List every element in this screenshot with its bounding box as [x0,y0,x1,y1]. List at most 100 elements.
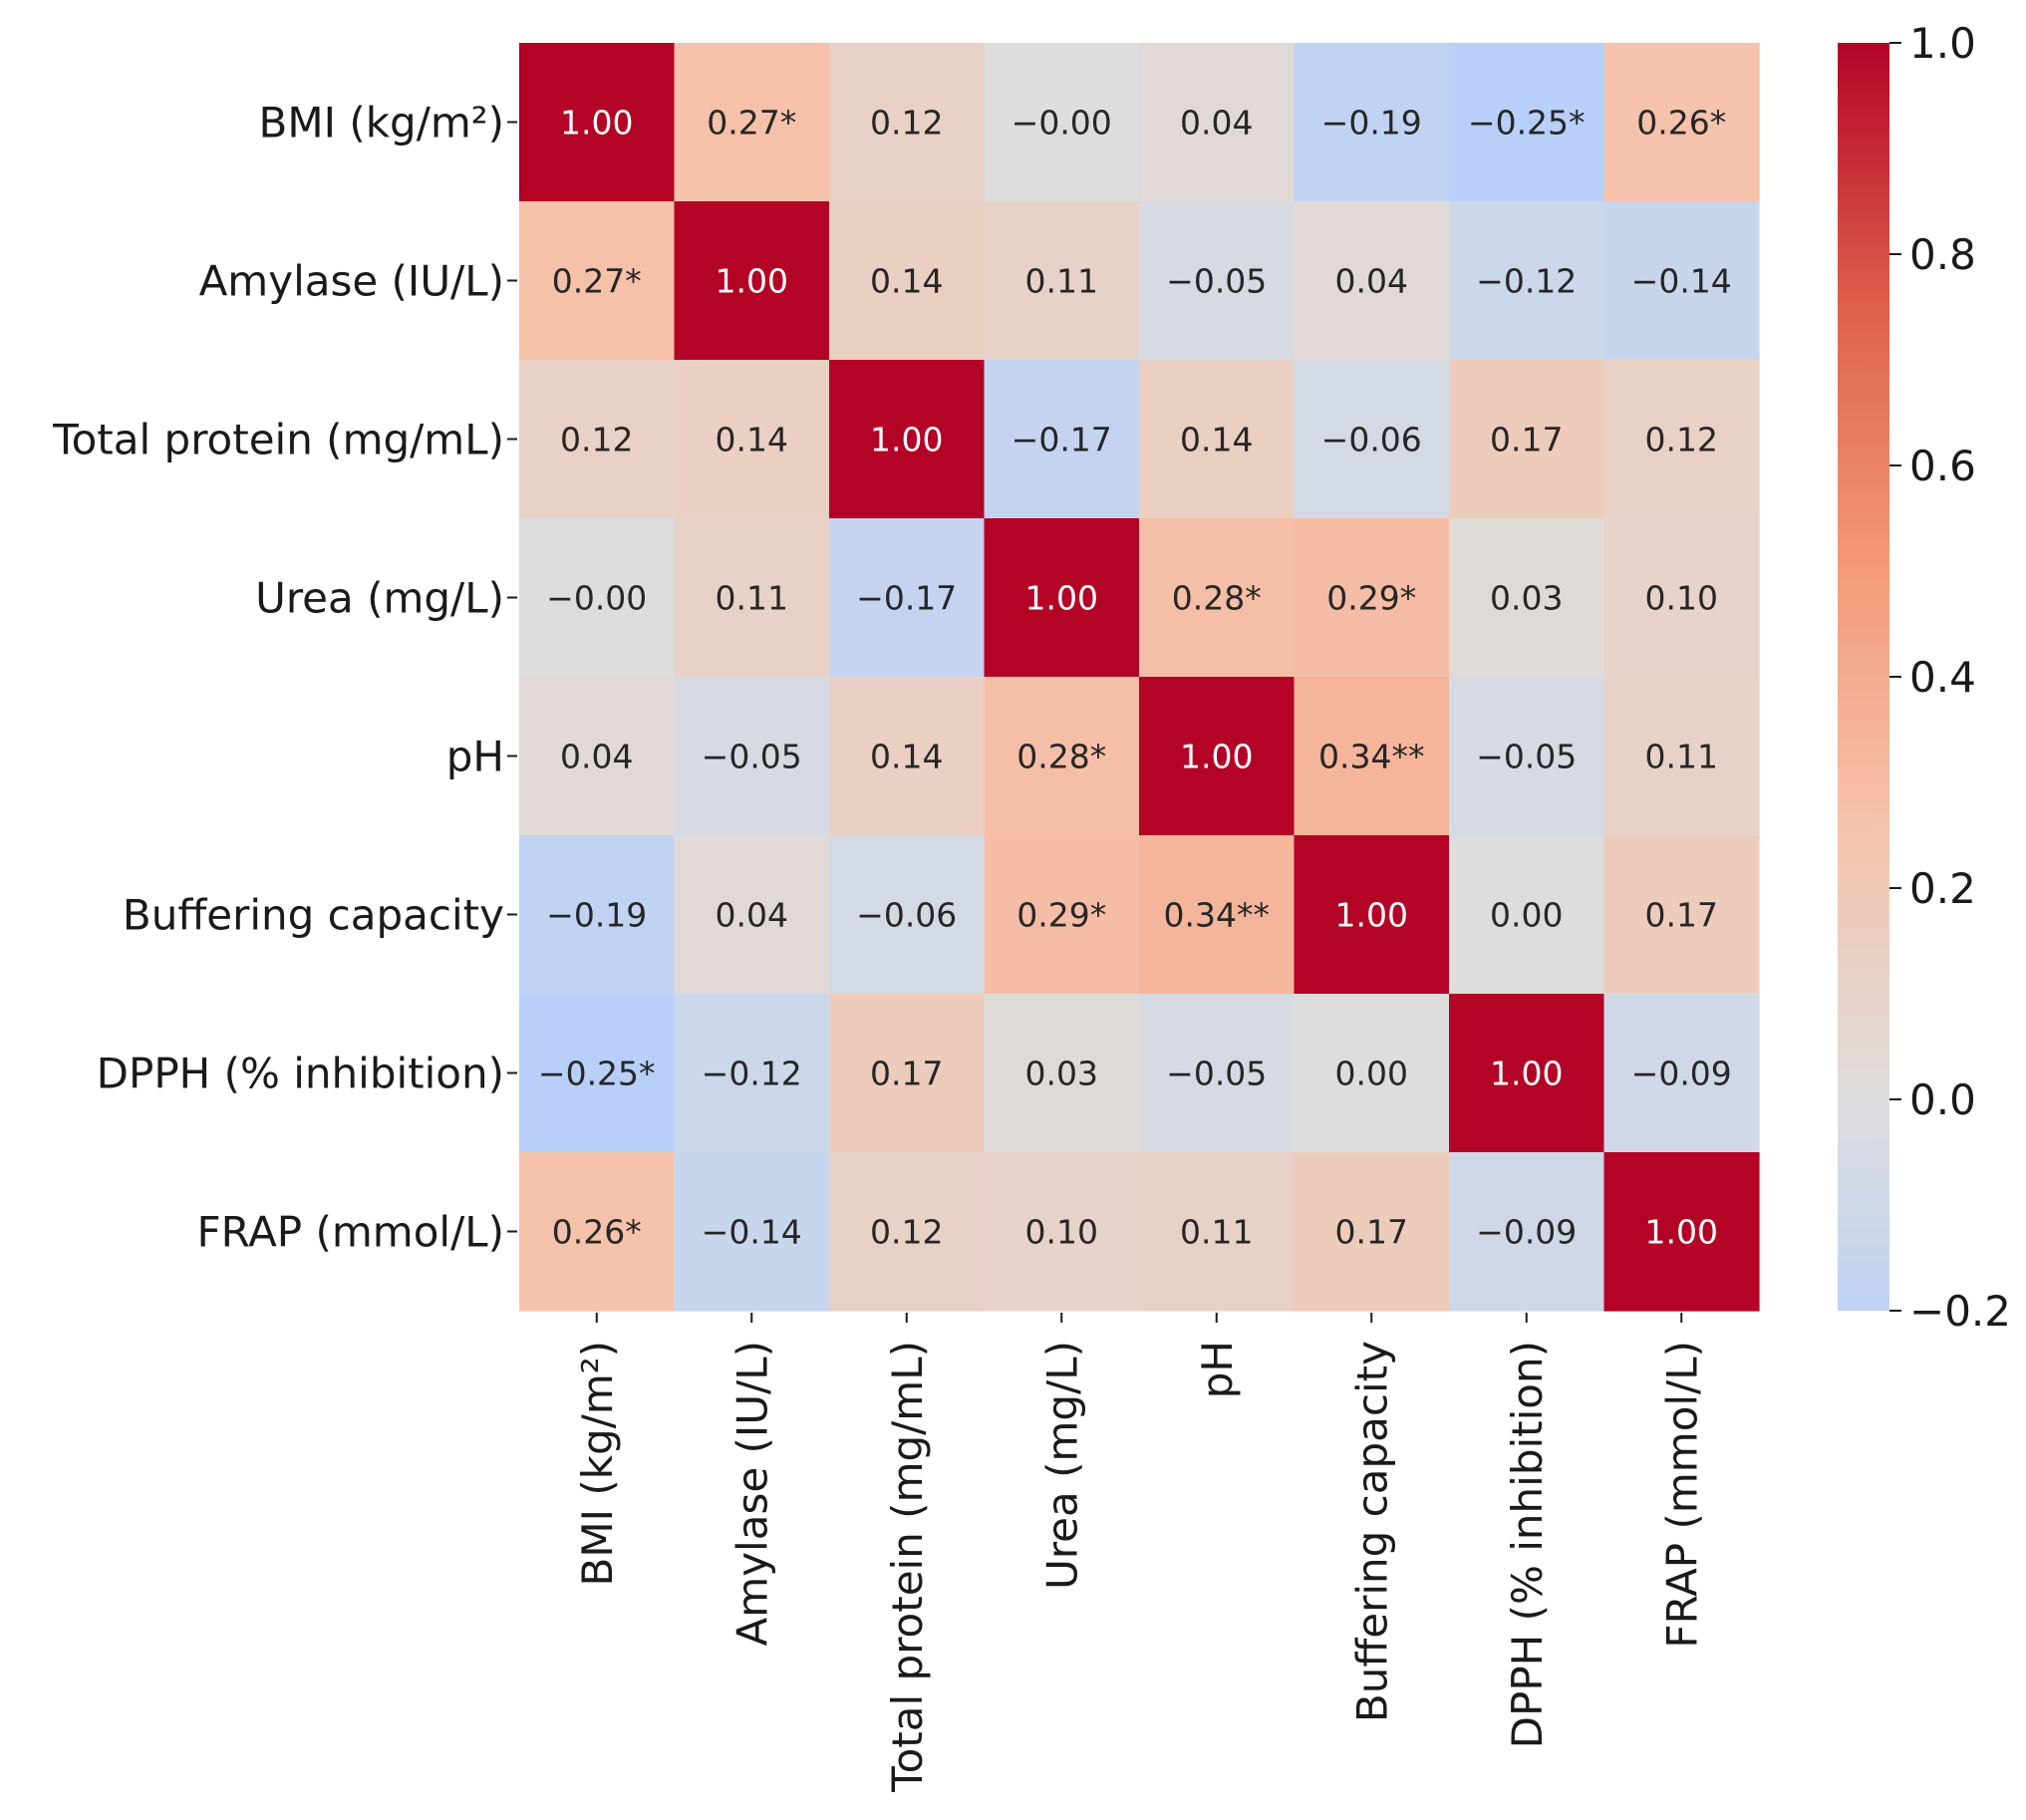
heatmap-cell [1449,835,1605,995]
cell-annotation: 0.34** [1318,737,1424,775]
cell-annotation: −0.19 [546,895,647,934]
heatmap-cell [1294,1152,1450,1312]
cell-annotation: −0.00 [1012,103,1112,142]
column-label: pH [1193,1341,1242,1398]
heatmap-cell [1139,518,1296,678]
row-label: pH [446,733,504,781]
heatmap-cell [674,518,830,678]
heatmap-cell [1603,518,1760,678]
row-label: Total protein (mg/mL) [52,416,504,464]
heatmap-cell [1294,518,1450,678]
heatmap-cell [519,201,676,361]
heatmap-cell [674,677,830,836]
cell-annotation: −0.19 [1321,103,1422,142]
column-label: Total protein (mg/mL) [883,1341,932,1793]
heatmap-cell [829,518,986,678]
heatmap-cell [984,994,1140,1153]
heatmap-cell [1139,835,1296,995]
cell-annotation: −0.25* [538,1054,656,1092]
row-label: Buffering capacity [123,891,504,940]
colorbar-tick-label: 1.0 [1909,19,1976,68]
heatmap-cell [1139,201,1296,361]
cell-annotation: 0.27* [707,103,796,142]
cell-annotation: 0.11 [716,578,788,617]
cell-annotation: 0.03 [1025,1054,1098,1092]
heatmap-cell [1294,677,1450,836]
heatmap-cell [1449,677,1605,836]
colorbar-bar [1838,43,1889,1311]
heatmap-cell [674,835,830,995]
heatmap-cell [1294,43,1450,202]
heatmap-cell [1603,677,1760,836]
colorbar-tick-label: −0.2 [1909,1287,2011,1336]
heatmap-cell [1449,43,1605,202]
heatmap-cell [1603,1152,1760,1312]
cell-annotation: −0.05 [1476,737,1577,775]
colorbar-tick-label: 0.0 [1909,1075,1976,1124]
cell-annotation: 0.12 [870,1212,943,1251]
heatmap-cell [829,677,986,836]
heatmap-cell [1294,994,1450,1153]
column-label: BMI (kg/m²) [573,1341,622,1586]
row-label: BMI (kg/m²) [259,99,504,148]
cell-annotation: 0.03 [1490,578,1563,617]
cell-annotation: 0.11 [1025,261,1098,300]
heatmap-cell [519,994,676,1153]
heatmap-cell [674,360,830,519]
heatmap-cell [519,1152,676,1312]
cell-annotations: 1.00 0.27* 0.12 −0.00 0.04 −0.19 −0.25* 0.26* 0.… [538,103,1732,1251]
cell-annotation: 0.29* [1016,895,1106,934]
cell-annotation: 0.27* [552,261,642,300]
cell-annotation: 1.00 [1335,895,1408,934]
cell-annotation: 0.34** [1164,895,1270,934]
colorbar-tick-label: 0.4 [1909,653,1976,702]
cell-annotation: 0.14 [870,737,943,775]
cell-annotation: −0.17 [856,578,957,617]
heatmap-cell [519,835,676,995]
cell-annotation: 1.00 [1490,1054,1563,1092]
cell-annotation: 1.00 [870,420,943,458]
cell-annotation: −0.17 [1012,420,1112,458]
cell-annotation: 0.04 [1335,261,1408,300]
column-label: Urea (mg/L) [1037,1341,1086,1590]
cell-annotation: −0.14 [1631,261,1732,300]
column-label: Amylase (IU/L) [727,1341,776,1646]
cell-annotation: −0.14 [702,1212,802,1251]
heatmap-cell [829,43,986,202]
heatmap-cell [519,360,676,519]
cell-annotation: 0.14 [716,420,788,458]
cell-annotation: 0.12 [870,103,943,142]
cell-annotation: −0.00 [546,578,647,617]
cell-annotation: 0.28* [1016,737,1106,775]
cell-annotation: 0.14 [1180,420,1253,458]
cell-annotation: −0.25* [1468,103,1586,142]
cell-annotation: 0.12 [1645,420,1718,458]
heatmap-cell [519,677,676,836]
heatmap-cell [1139,994,1296,1153]
heatmap-cell [984,360,1140,519]
cell-annotation: −0.09 [1631,1054,1732,1092]
heatmap-cell [674,994,830,1153]
cell-annotation: 1.00 [716,261,788,300]
cell-annotation: −0.12 [1476,261,1577,300]
heatmap-cell [674,1152,830,1312]
cell-annotation: 0.17 [1335,1212,1408,1251]
cell-annotation: 0.28* [1172,578,1262,617]
heatmap-cell [984,835,1140,995]
cell-annotation: 0.04 [560,737,633,775]
heatmap-cell [1139,360,1296,519]
heatmap-cell [1294,360,1450,519]
row-label: DPPH (% inhibition) [97,1050,504,1098]
cell-annotation: 0.17 [870,1054,943,1092]
cell-annotation: −0.06 [1321,420,1422,458]
column-labels: BMI (kg/m²) Amylase (IU/L) Total protein (… [573,1313,1706,1793]
cell-annotation: 0.04 [716,895,788,934]
cell-annotation: 0.26* [1636,103,1726,142]
heatmap-cell [1449,201,1605,361]
cell-annotation: −0.05 [702,737,802,775]
cell-annotation: 0.10 [1025,1212,1098,1251]
cell-annotation: 1.00 [1645,1212,1718,1251]
cell-annotation: 1.00 [560,103,633,142]
heatmap-cell [519,43,676,202]
